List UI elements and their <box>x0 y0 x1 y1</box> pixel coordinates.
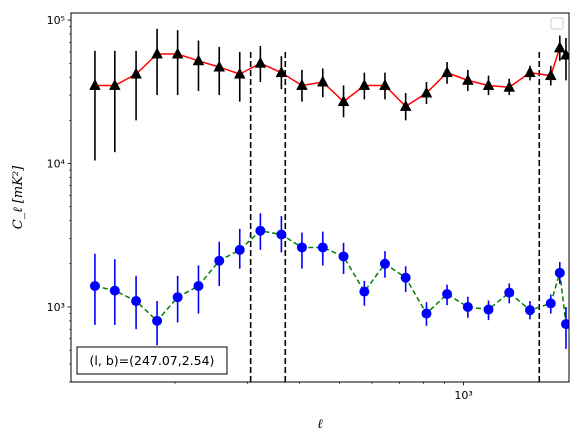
series-2-point <box>504 287 515 298</box>
plot-frame <box>70 12 570 383</box>
series-2-point <box>359 286 370 297</box>
series-1-point <box>524 66 536 78</box>
series-2-point <box>152 315 163 326</box>
series-2-point <box>545 298 556 309</box>
annotation-text: (l, b)=(247.07,2.54) <box>90 353 215 368</box>
series-2-point <box>109 285 120 296</box>
series-1-point <box>233 67 246 79</box>
series-1-point <box>420 86 433 98</box>
x-tick-label: 10³ <box>454 389 472 402</box>
series-2-point <box>421 308 432 319</box>
series-2-point <box>255 225 266 236</box>
series-2-point <box>483 304 494 315</box>
series-2-point <box>442 289 453 300</box>
series-1-point <box>275 66 288 78</box>
series-2-point <box>554 267 565 278</box>
series-2-point <box>172 292 183 303</box>
series-2-point <box>379 258 390 269</box>
series-1-point <box>316 75 329 87</box>
series-1-point <box>553 41 566 53</box>
series-1-point <box>441 66 453 78</box>
series-1-point <box>89 78 101 90</box>
series-2-point <box>234 244 245 255</box>
series-1-point <box>254 56 267 68</box>
series-1-point <box>213 60 226 72</box>
legend-box <box>550 17 564 30</box>
ticks: 10³ 10³ 10⁴ 10⁵ <box>47 14 473 402</box>
series-2-point <box>276 229 287 240</box>
series-1-point <box>151 47 163 59</box>
series-2-point <box>400 272 411 283</box>
series-1-point <box>130 67 142 79</box>
y-tick-label: 10⁵ <box>47 14 65 27</box>
series-2-point <box>524 305 535 316</box>
y-tick-label: 10³ <box>47 301 65 314</box>
annotation-box: (l, b)=(247.07,2.54) <box>76 346 228 375</box>
series-2-point <box>214 255 225 266</box>
series-2-point <box>131 296 142 307</box>
series-2-point <box>560 319 569 330</box>
plot-area <box>89 28 569 382</box>
annotation-frame <box>76 346 228 375</box>
y-tick-label: 10⁴ <box>47 158 66 171</box>
series-1-point <box>462 73 474 85</box>
series-2-point <box>296 242 307 253</box>
series-1 <box>89 28 569 161</box>
x-axis-label: ℓ <box>317 417 323 432</box>
series-1-point <box>296 78 308 90</box>
series-1-point <box>503 80 516 92</box>
series-2-point <box>317 242 328 253</box>
series-2 <box>89 213 569 349</box>
series-2-point <box>193 281 204 292</box>
series-1-point <box>358 78 371 90</box>
series-1-point <box>109 78 121 90</box>
series-1-point <box>482 78 495 90</box>
series-1-point <box>399 99 412 111</box>
series-1-point <box>337 95 350 107</box>
y-axis-label: C_ℓ [mK²] <box>11 165 26 229</box>
series-1-point <box>544 69 557 81</box>
series-2-point <box>462 301 473 312</box>
series-2-point <box>89 281 100 292</box>
series-1-point <box>171 47 184 59</box>
series-1-point <box>192 54 205 66</box>
series-2-point <box>338 251 349 262</box>
series-1-point <box>379 78 391 90</box>
